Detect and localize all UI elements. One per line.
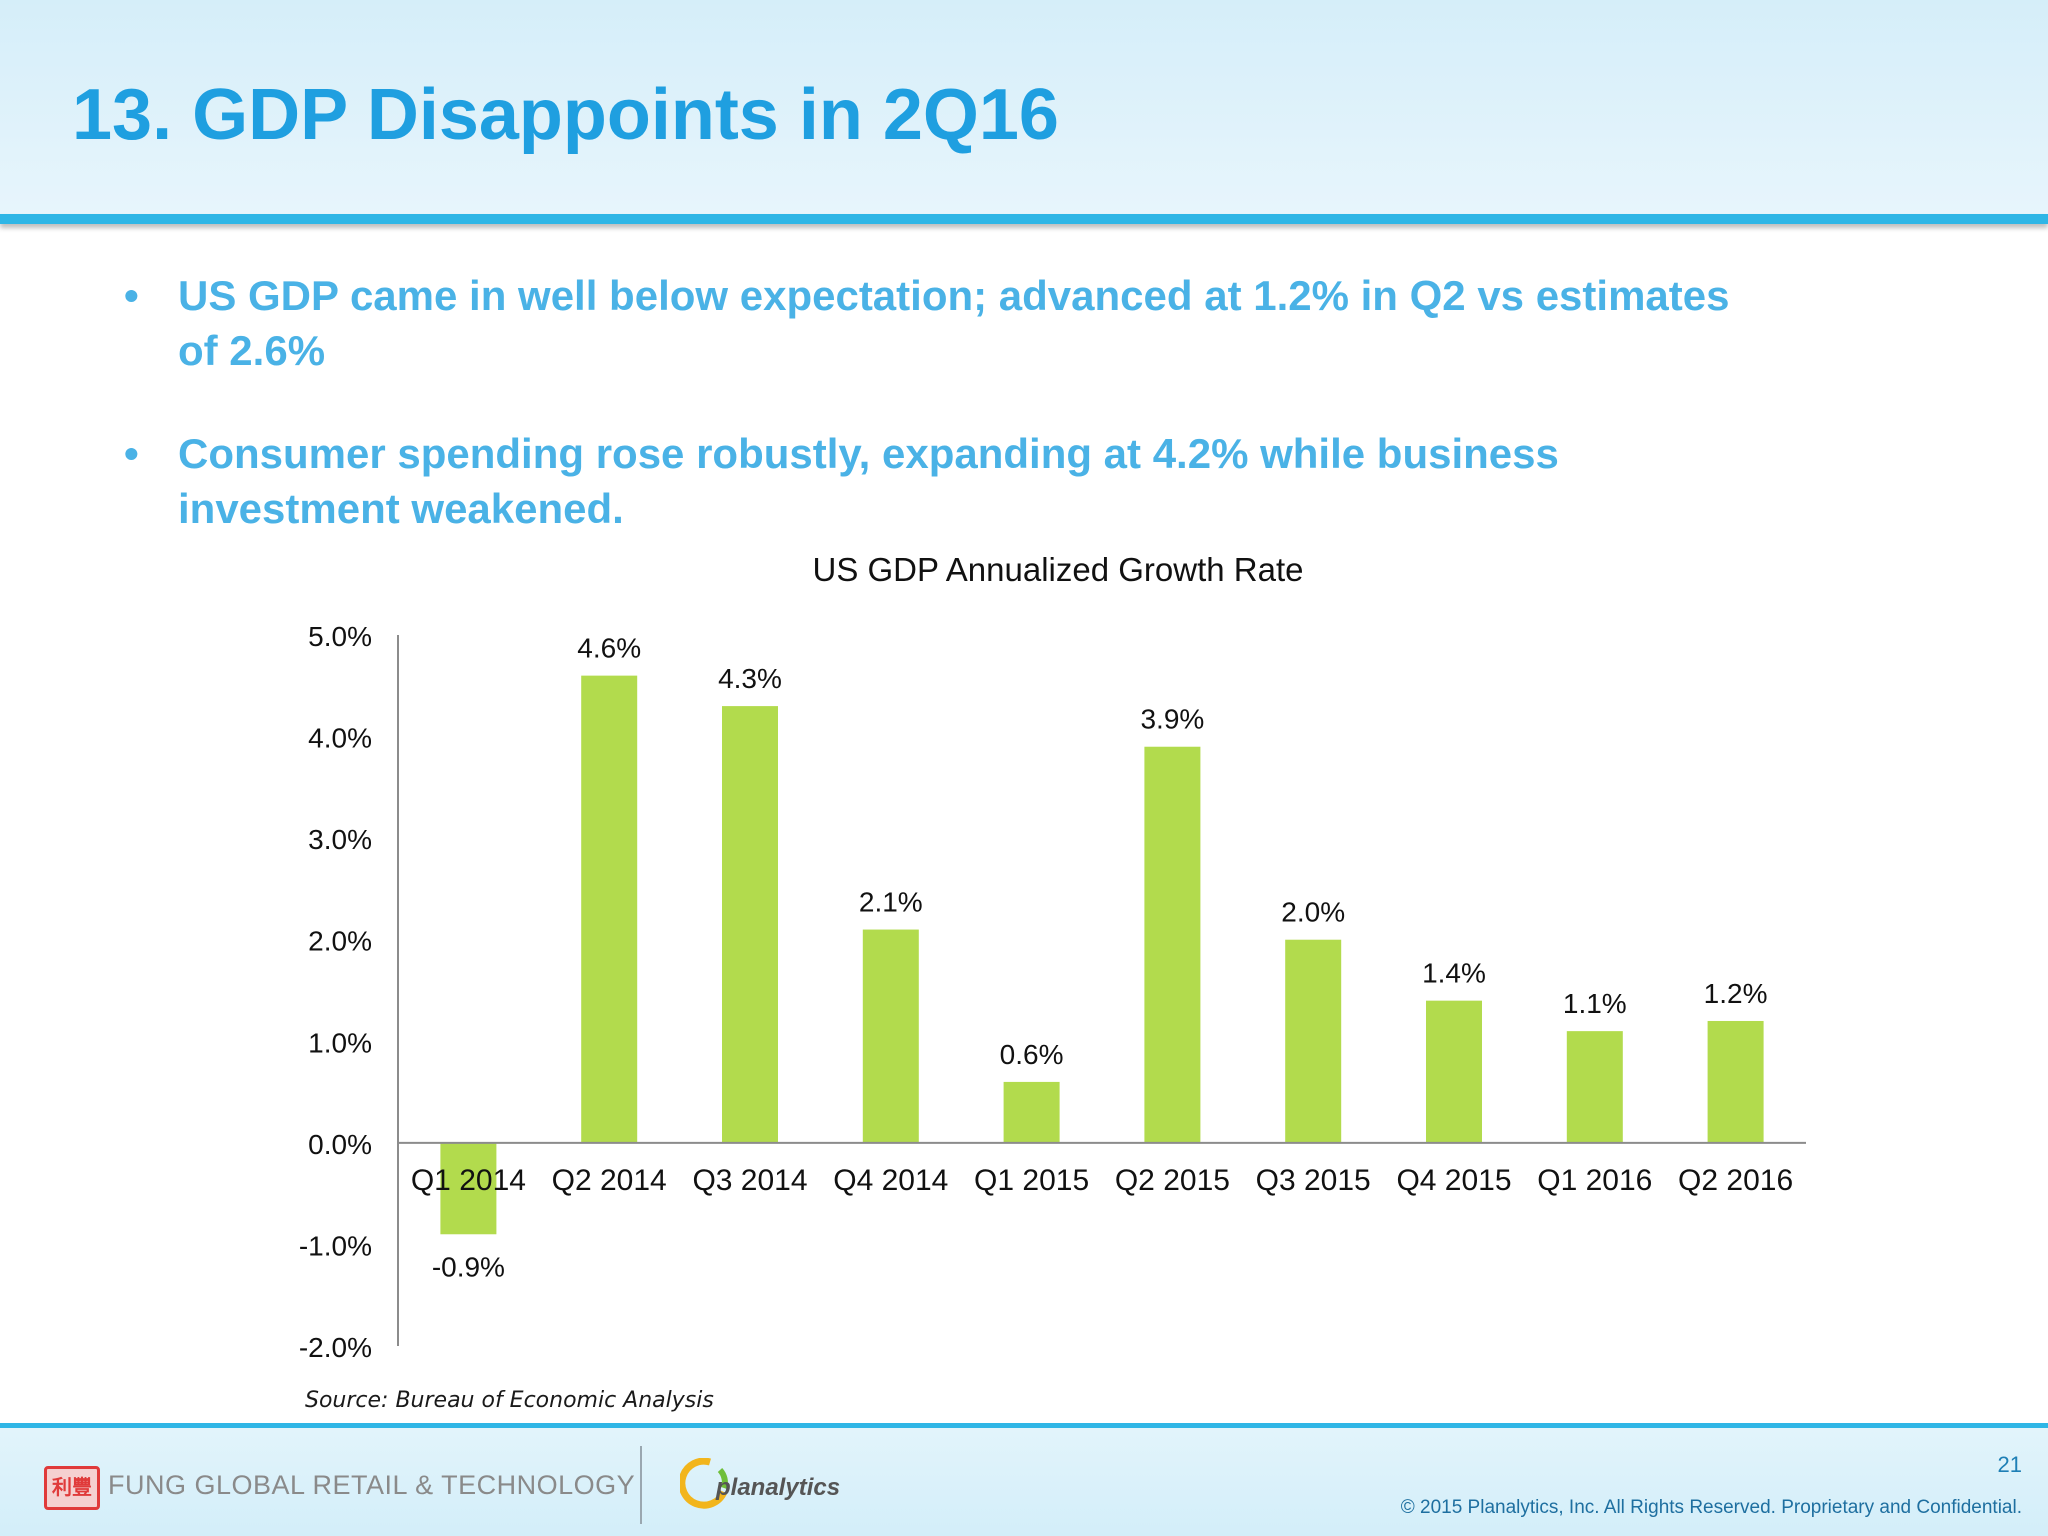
bar-q4-2015: [1426, 1000, 1482, 1143]
y-tick-label: 3.0%: [308, 824, 372, 855]
y-axis-tick-labels: 5.0% 4.0% 3.0% 2.0% 1.0% 0.0% -1.0% -2.0%: [299, 621, 372, 1363]
y-tick-label: -2.0%: [299, 1332, 372, 1363]
bullet-gdp-expectation: • US GDP came in well below expectation;…: [110, 268, 1760, 378]
bullet-dot-icon: •: [124, 430, 139, 477]
planalytics-logo-icon: [680, 1458, 728, 1509]
y-tick-label: 2.0%: [308, 926, 372, 957]
bar-q2-2014: [581, 675, 638, 1143]
fung-logo-icon: 利豐: [44, 1466, 100, 1510]
slide-title: 13. GDP Disappoints in 2Q16: [72, 75, 1059, 155]
x-tick-label: Q4 2014: [833, 1164, 948, 1197]
bullet-consumer-spending: • Consumer spending rose robustly, expan…: [110, 426, 1760, 536]
x-tick-label: Q3 2014: [692, 1164, 807, 1197]
bar-q3-2015: [1285, 939, 1342, 1143]
y-tick-label: -1.0%: [299, 1230, 372, 1261]
bar-q1-2016: [1566, 1031, 1623, 1143]
bar-q2-2016: [1707, 1020, 1764, 1143]
gdp-bar-chart: US GDP Annualized Growth Rate 5.0% 4.0% 3.…: [299, 551, 1806, 1363]
data-label: 1.4%: [1422, 958, 1486, 989]
bar-q1-2015: [1003, 1081, 1060, 1143]
footer-divider: [640, 1446, 642, 1524]
bullet-dot-icon: •: [124, 272, 139, 319]
data-labels: -0.9% 4.6% 4.3% 2.1% 0.6% 3.9% 2.0% 1.4% 1.1% 1.2…: [432, 633, 1768, 1283]
data-label: -0.9%: [432, 1251, 505, 1282]
fung-brand-name: FUNG GLOBAL RETAIL & TECHNOLOGY: [108, 1470, 636, 1500]
footer-rule: [0, 1423, 2048, 1428]
x-tick-label: Q1 2014: [411, 1164, 526, 1197]
data-label: 3.9%: [1140, 704, 1204, 735]
bar-q1-2014: [440, 1142, 497, 1235]
y-tick-label: 4.0%: [308, 723, 372, 754]
header-rule: [0, 214, 2048, 224]
bullet-text: US GDP came in well below expectation; a…: [178, 272, 1730, 374]
data-label: 0.6%: [1000, 1039, 1064, 1070]
x-tick-label: Q4 2015: [1396, 1164, 1511, 1197]
chart-title: US GDP Annualized Growth Rate: [813, 551, 1304, 588]
y-tick-label: 0.0%: [308, 1129, 372, 1160]
x-tick-label: Q2 2015: [1115, 1164, 1230, 1197]
bullet-list: • US GDP came in well below expectation;…: [110, 268, 1760, 584]
y-tick-label: 5.0%: [308, 621, 372, 652]
data-label: 2.1%: [859, 887, 923, 918]
bar-q2-2015: [1144, 746, 1201, 1143]
header-band: [0, 0, 2048, 214]
x-tick-label: Q2 2016: [1678, 1164, 1793, 1197]
bullet-text: Consumer spending rose robustly, expandi…: [178, 430, 1559, 532]
planalytics-brand-name: planalytics: [716, 1474, 841, 1501]
bar-q4-2014: [862, 929, 919, 1143]
bar-q3-2014: [722, 706, 778, 1143]
bars: [440, 675, 1764, 1235]
x-axis-tick-labels: Q1 2014 Q2 2014 Q3 2014 Q4 2014 Q1 2015 Q2 20…: [411, 1164, 1793, 1197]
data-label: 2.0%: [1281, 897, 1345, 928]
footer-band: [0, 1428, 2048, 1536]
page-number: 21: [1997, 1452, 2022, 1477]
chart-source-note: Source: Bureau of Economic Analysis: [305, 1388, 714, 1413]
data-label: 1.2%: [1704, 978, 1768, 1009]
data-label: 1.1%: [1563, 988, 1627, 1019]
data-label: 4.6%: [577, 633, 641, 664]
x-tick-label: Q1 2016: [1537, 1164, 1652, 1197]
x-tick-label: Q3 2015: [1256, 1164, 1371, 1197]
x-tick-label: Q1 2015: [974, 1164, 1089, 1197]
data-label: 4.3%: [718, 663, 782, 694]
y-tick-label: 1.0%: [308, 1027, 372, 1058]
x-tick-label: Q2 2014: [552, 1164, 667, 1197]
copyright-notice: © 2015 Planalytics, Inc. All Rights Rese…: [1400, 1497, 2022, 1518]
